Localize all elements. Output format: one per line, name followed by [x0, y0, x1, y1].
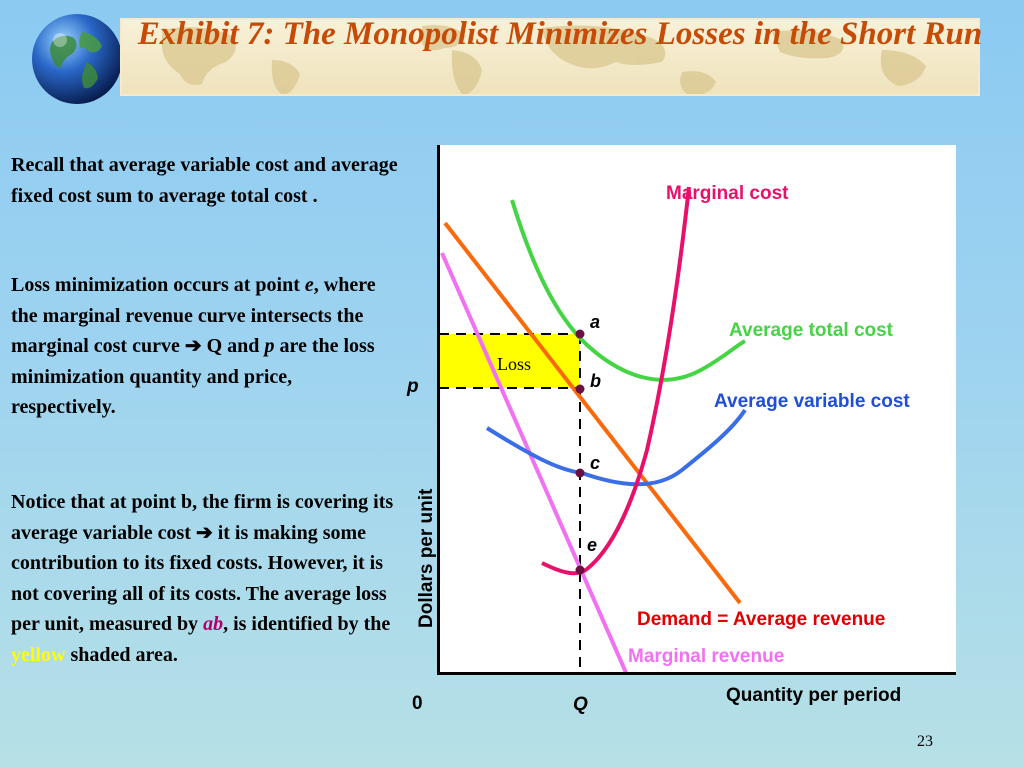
point-e [575, 565, 585, 575]
arrow-right-icon: ➔ [184, 335, 202, 357]
point-c [575, 468, 585, 478]
marginal-revenue-curve [440, 252, 629, 675]
para3-text-b: it is making some contribution to its fi… [11, 521, 387, 636]
q-axis-label: Q [573, 694, 588, 715]
x-axis-label: Quantity per period [726, 685, 902, 706]
arrow-right-icon: ➔ [195, 521, 213, 544]
p-ref: p [264, 335, 275, 357]
loss-area [439, 334, 580, 388]
demand-label: Demand = Average revenue [637, 609, 885, 630]
para3-text-d: shaded area. [70, 643, 178, 666]
para2-text-f: are the loss minimization quantity and p… [11, 335, 375, 418]
loss-label: Loss [497, 354, 531, 374]
loss-minimization-paragraph: Loss minimization occurs at point e, whe… [11, 270, 381, 423]
average-variable-cost-curve [485, 408, 747, 487]
point-a-label: a [590, 312, 600, 332]
point-e-label: e [587, 535, 597, 555]
mc-label: Marginal cost [666, 183, 789, 204]
avc-label: Average variable cost [714, 391, 910, 412]
para2-text-c: , where the marginal revenue curve inter… [11, 274, 376, 357]
atc-label: Average total cost [729, 320, 894, 341]
ab-ref: ab [203, 613, 224, 635]
slide-title: Exhibit 7: The Monopolist Minimizes Loss… [137, 16, 983, 52]
point-e-ref: e [304, 274, 314, 296]
globe-icon [32, 14, 122, 104]
yellow-word: yellow [11, 643, 66, 666]
demand-curve [443, 221, 742, 605]
p-axis-label: p [407, 376, 419, 397]
cost-sum-text: Recall that average variable cost and av… [11, 154, 398, 207]
point-a [575, 329, 585, 339]
page-number: 23 [917, 733, 933, 750]
intro-paragraph: Recall that average variable cost and av… [11, 150, 421, 211]
title-banner [120, 18, 980, 96]
point-c-label: c [590, 453, 600, 473]
para2-text-a: Loss minimization occurs at point [11, 274, 300, 296]
para2-text-d: Q and [201, 335, 260, 357]
point-b-label: b [590, 371, 601, 391]
point-b [575, 384, 585, 394]
contribution-paragraph: Notice that at point b, the firm is cove… [11, 487, 396, 670]
axis-labels: Dollars per unit [416, 488, 437, 628]
para3-text-a: Notice that at point b, the firm is cove… [11, 491, 394, 544]
y-axis-label: Dollars per unit [416, 488, 437, 628]
para3-text-c: , is identified by the [223, 613, 391, 635]
origin-label: 0 [412, 693, 423, 714]
chart-panel: Loss a b c e Marginal cost Average total… [437, 145, 956, 675]
average-total-cost-curve [510, 199, 746, 382]
mr-label: Marginal revenue [628, 646, 784, 667]
